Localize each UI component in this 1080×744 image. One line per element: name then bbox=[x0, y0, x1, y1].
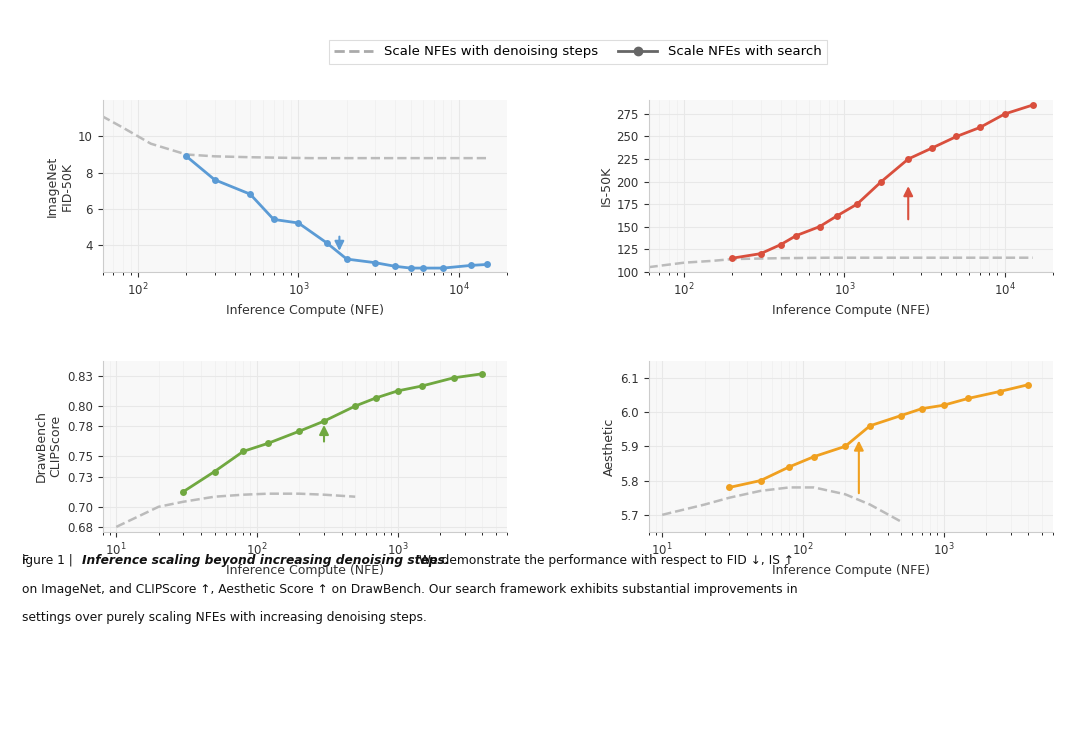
Text: Inference scaling beyond increasing denoising steps.: Inference scaling beyond increasing deno… bbox=[82, 554, 449, 567]
Y-axis label: Aesthetic: Aesthetic bbox=[603, 417, 616, 475]
Text: on ImageNet, and CLIPScore ↑, Aesthetic Score ↑ on DrawBench. Our search framewo: on ImageNet, and CLIPScore ↑, Aesthetic … bbox=[22, 583, 797, 595]
Text: We demonstrate the performance with respect to FID ↓, IS ↑: We demonstrate the performance with resp… bbox=[415, 554, 794, 567]
X-axis label: Inference Compute (NFE): Inference Compute (NFE) bbox=[772, 304, 930, 316]
Y-axis label: DrawBench
CLIPScore: DrawBench CLIPScore bbox=[35, 411, 63, 482]
Text: igure 1 |: igure 1 | bbox=[22, 554, 77, 567]
Text: F: F bbox=[22, 554, 28, 567]
X-axis label: Inference Compute (NFE): Inference Compute (NFE) bbox=[772, 564, 930, 577]
X-axis label: Inference Compute (NFE): Inference Compute (NFE) bbox=[226, 304, 383, 316]
Text: settings over purely scaling NFEs with increasing denoising steps.: settings over purely scaling NFEs with i… bbox=[22, 611, 427, 623]
Legend: Scale NFEs with denoising steps, Scale NFEs with search: Scale NFEs with denoising steps, Scale N… bbox=[328, 40, 827, 64]
X-axis label: Inference Compute (NFE): Inference Compute (NFE) bbox=[226, 564, 383, 577]
Y-axis label: IS-50K: IS-50K bbox=[599, 166, 612, 206]
Y-axis label: ImageNet
FID-50K: ImageNet FID-50K bbox=[45, 155, 73, 217]
